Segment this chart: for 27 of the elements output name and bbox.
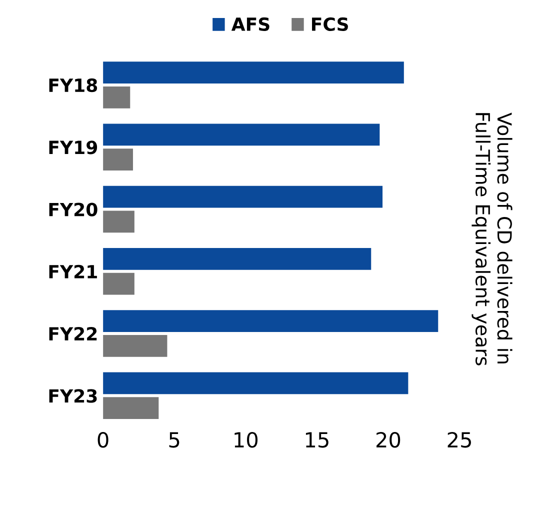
x-tick-label: 25 bbox=[448, 432, 471, 448]
y-tick-label: FY18 bbox=[49, 78, 98, 92]
x-tick-label: 5 bbox=[169, 432, 180, 448]
bar bbox=[103, 397, 159, 420]
x-tick-label: 10 bbox=[234, 432, 258, 448]
bar bbox=[103, 62, 404, 84]
y-axis-title: Volume of CD delivered in Full-Time Equivalent years bbox=[472, 112, 512, 366]
bar bbox=[103, 272, 134, 295]
bar bbox=[103, 310, 438, 332]
x-tick-label: 20 bbox=[376, 432, 400, 448]
y-tick-label: FY23 bbox=[49, 389, 97, 403]
y-tick-label: FY21 bbox=[49, 264, 97, 278]
bar bbox=[103, 186, 383, 208]
x-tick-label: 0 bbox=[98, 432, 108, 448]
y-tick-label: FY20 bbox=[49, 202, 98, 216]
legend-label: AFS bbox=[231, 17, 270, 32]
x-tick-label: 15 bbox=[306, 432, 328, 448]
bar bbox=[103, 335, 168, 357]
bar bbox=[103, 372, 408, 394]
bar bbox=[103, 248, 372, 270]
legend-label: FCS bbox=[312, 17, 348, 32]
bar bbox=[103, 86, 130, 108]
bar bbox=[103, 148, 133, 170]
y-tick-label: FY22 bbox=[49, 326, 97, 340]
bar bbox=[103, 210, 134, 233]
bar bbox=[103, 124, 380, 146]
y-tick-label: FY19 bbox=[49, 140, 98, 154]
